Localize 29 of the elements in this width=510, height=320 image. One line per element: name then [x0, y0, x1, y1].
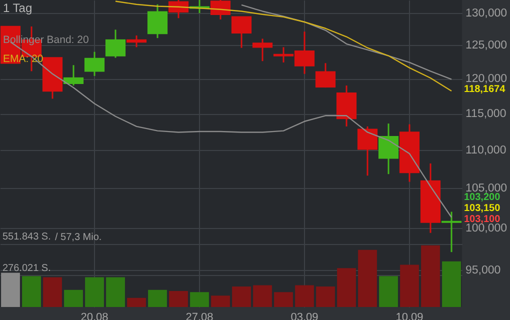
candlestick	[63, 64, 84, 86]
chart-subtitle: 1 Tag	[3, 1, 32, 15]
y-tick-label: 110,000	[466, 144, 506, 156]
y-tick-label: 125,000	[466, 40, 508, 52]
y-tick-label: 100,000	[466, 222, 508, 234]
candlestick	[126, 34, 147, 48]
line-series	[114, 0, 452, 92]
line-series	[240, 4, 452, 80]
candlestick	[315, 62, 336, 88]
y-tick-label: 120,000	[466, 73, 508, 86]
text: 103,100	[464, 214, 501, 225]
annotation: / 57,3 Mio.	[55, 232, 102, 243]
candlestick	[231, 16, 252, 49]
candlestick	[357, 126, 378, 176]
y-tick-label: 130,000	[466, 8, 508, 20]
candlestick	[105, 28, 126, 59]
candlestick	[147, 4, 168, 39]
text: 103,150	[464, 203, 501, 214]
candlestick	[252, 38, 273, 62]
candlestick	[378, 122, 399, 175]
candlestick	[210, 0, 231, 20]
text: 103,200	[464, 192, 501, 203]
candlestick	[441, 211, 462, 253]
y2-tick-label: 551.843 S.	[2, 231, 51, 242]
candlestick	[84, 51, 105, 77]
y2-tick-label: 276.021 S.	[2, 262, 51, 274]
y-tick-label: 95,000	[466, 264, 501, 276]
y-tick-label: 115,000	[466, 108, 506, 120]
text: 118,1674	[464, 84, 506, 95]
